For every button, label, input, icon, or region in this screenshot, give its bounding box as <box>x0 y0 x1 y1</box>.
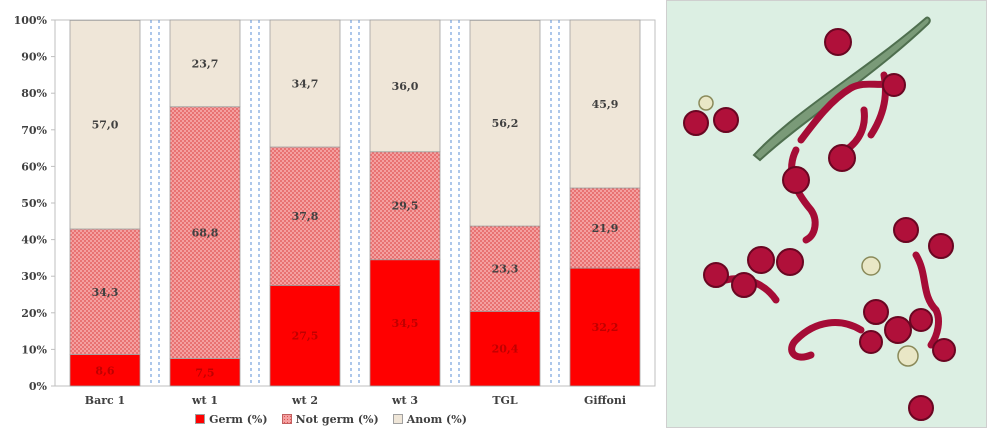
chart-canvas: 0% 10% 20% 30% 40% 50% 60% 70% 80% 90% 100% 8,6 34,3… <box>14 14 656 407</box>
data-label: 34,5 <box>392 317 419 330</box>
data-label: 45,9 <box>592 98 619 111</box>
x-category-label: Giffoni <box>584 394 626 407</box>
y-tick-label: 60% <box>21 160 47 173</box>
data-label: 27,5 <box>292 330 319 343</box>
pollen-micrograph <box>666 0 987 428</box>
y-tick-label: 30% <box>21 270 47 283</box>
x-category-label: Barc 1 <box>85 394 125 407</box>
x-category-label: TGL <box>492 394 518 407</box>
data-label: 34,7 <box>292 78 319 91</box>
data-label: 23,7 <box>192 57 219 70</box>
y-tick-label: 70% <box>21 124 47 137</box>
data-label: 32,2 <box>592 321 619 334</box>
data-label: 21,9 <box>592 222 619 235</box>
bar-segment <box>269 146 341 286</box>
stacked-bar-chart: 0% 10% 20% 30% 40% 50% 60% 70% 80% 90% 100% 8,6 34,3… <box>0 14 662 428</box>
data-label: 34,3 <box>92 286 119 299</box>
bar-segment <box>569 19 641 189</box>
y-tick-label: 0% <box>29 380 48 393</box>
bar-segment <box>569 267 641 387</box>
y-tick-label: 50% <box>21 197 47 210</box>
y-tick-label: 40% <box>21 234 47 247</box>
legend-item: Germ (%) <box>195 413 268 426</box>
bar-segment <box>69 228 141 355</box>
data-label: 29,5 <box>392 200 419 213</box>
legend-swatch <box>195 414 206 424</box>
data-label: 7,5 <box>195 366 214 379</box>
legend-item: Not germ (%) <box>281 412 379 426</box>
bar-segment <box>169 19 241 108</box>
legend-label: Anom (%) <box>406 412 467 426</box>
bar-segment <box>569 187 641 269</box>
data-label: 8,6 <box>95 364 114 377</box>
data-label: 56,2 <box>492 117 519 130</box>
bar-segment <box>169 358 241 387</box>
legend-swatch <box>281 414 292 424</box>
legend-label: Germ (%) <box>209 412 268 426</box>
y-tick-label: 90% <box>21 51 47 64</box>
bar-segment <box>369 151 441 261</box>
legend-label: Not germ (%) <box>295 412 379 426</box>
data-label: 37,8 <box>292 210 319 223</box>
data-label: 57,0 <box>92 119 119 132</box>
y-tick-label: 10% <box>21 343 47 356</box>
legend-item: Anom (%) <box>392 412 467 426</box>
data-label: 68,8 <box>192 227 219 240</box>
x-category-label: wt 1 <box>191 394 218 407</box>
bar-segment <box>69 19 141 230</box>
bar-segment <box>469 310 541 387</box>
data-label: 36,0 <box>392 80 419 93</box>
bar-segment <box>469 19 541 227</box>
microscope-photo <box>666 0 987 428</box>
data-label: 23,3 <box>492 263 519 276</box>
bar-segment <box>469 225 541 312</box>
legend-swatch <box>392 414 403 424</box>
data-label: 20,4 <box>492 343 519 356</box>
plot-area-frame <box>54 19 656 387</box>
y-tick-label: 20% <box>21 307 47 320</box>
bar-segment <box>369 259 441 387</box>
bar-segment <box>269 284 341 387</box>
bar-segment <box>369 19 441 153</box>
chart-legend: Germ (%) Not germ (%) Anom (%) <box>0 410 662 428</box>
x-category-label: wt 2 <box>291 394 318 407</box>
bar-segment <box>269 19 341 148</box>
y-tick-label: 100% <box>14 14 48 27</box>
x-category-label: wt 3 <box>391 394 418 407</box>
y-tick-label: 80% <box>21 87 47 100</box>
